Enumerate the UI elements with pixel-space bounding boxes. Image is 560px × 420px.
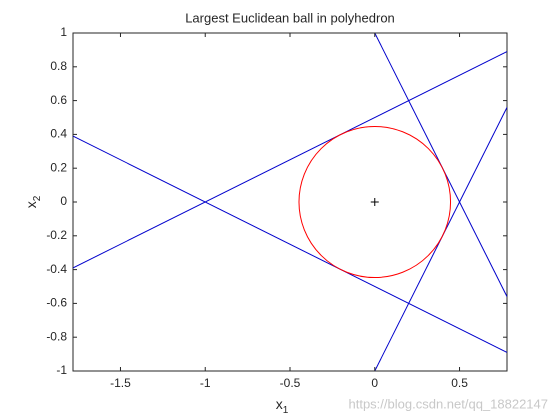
y-tick-label: -1: [56, 363, 67, 377]
x-tick-label: 0: [371, 376, 378, 390]
plot-box: [72, 32, 508, 372]
polyhedron-edge: [73, 135, 507, 353]
x-tick-label: -0.5: [280, 376, 301, 390]
y-tick-label: 0.4: [50, 127, 67, 141]
y-label-sub: 2: [32, 195, 43, 201]
plot-area: [73, 33, 507, 371]
y-tick-label: 0: [60, 194, 67, 208]
x-axis-label: x1: [276, 396, 289, 416]
watermark: https://blog.csdn.net/qq_18822147: [349, 396, 549, 411]
x-tick-label: -1: [200, 376, 211, 390]
y-tick-label: 0.2: [50, 160, 67, 174]
y-tick-label: 0.6: [50, 93, 67, 107]
chart-title: Largest Euclidean ball in polyhedron: [185, 10, 395, 25]
y-tick-label: -0.4: [46, 262, 67, 276]
polyhedron-edge: [73, 51, 507, 269]
y-tick-label: -0.2: [46, 228, 67, 242]
y-tick-label: 0.8: [50, 59, 67, 73]
x-label-sub: 1: [283, 405, 289, 416]
y-tick-label: -0.6: [46, 296, 67, 310]
y-label-base: x: [23, 201, 39, 208]
y-axis-label: x2: [23, 195, 43, 208]
x-tick-label: -1.5: [110, 376, 131, 390]
y-tick-label: -0.8: [46, 329, 67, 343]
y-tick-label: 1: [60, 25, 67, 39]
x-tick-label: 0.5: [451, 376, 468, 390]
chebyshev-ball: [298, 125, 452, 279]
center-marker: [370, 198, 379, 206]
x-label-base: x: [276, 396, 283, 412]
